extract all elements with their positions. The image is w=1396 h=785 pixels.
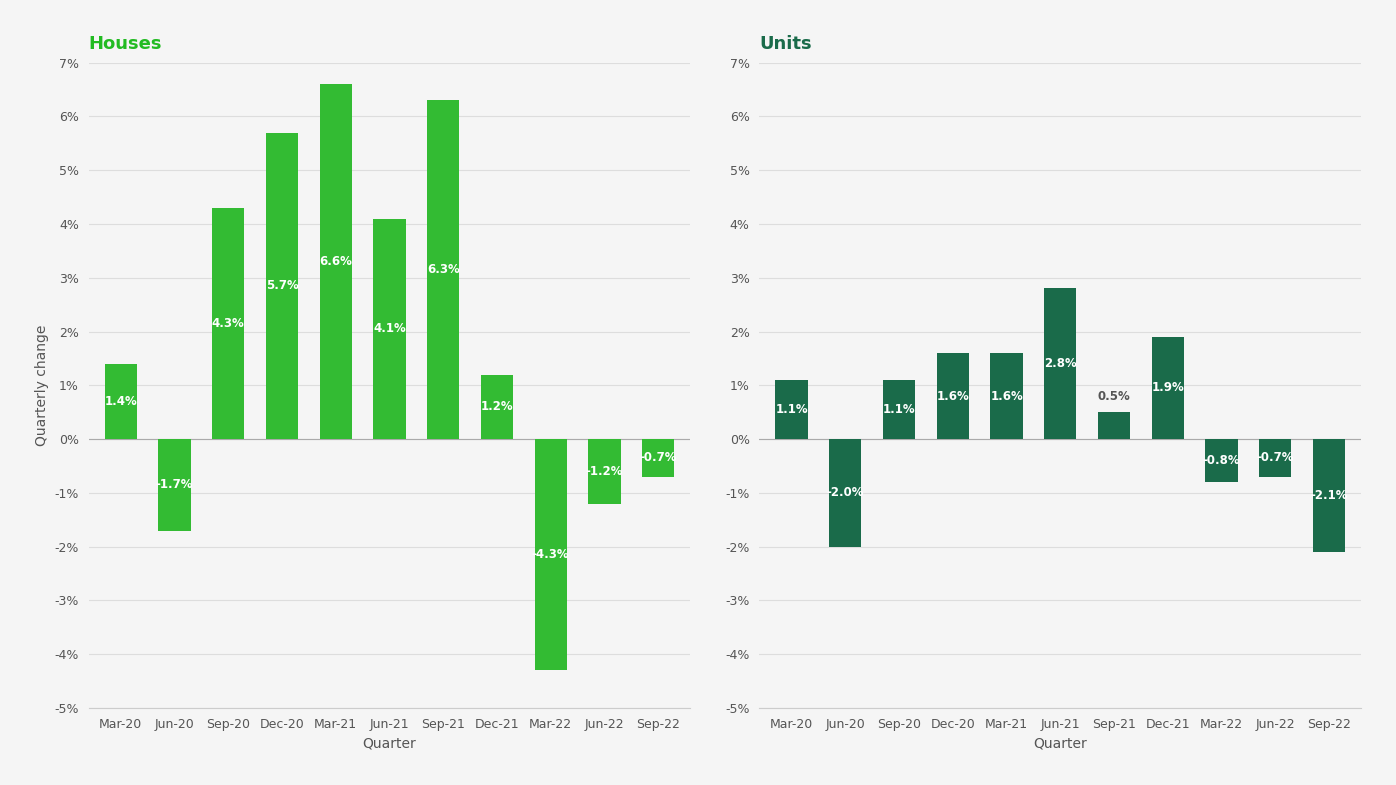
Text: 6.6%: 6.6%: [320, 255, 352, 268]
Bar: [105, 363, 137, 439]
Text: -2.1%: -2.1%: [1311, 489, 1347, 502]
Bar: [776, 380, 808, 439]
Bar: [1044, 289, 1076, 439]
Text: -0.7%: -0.7%: [639, 451, 677, 465]
Bar: [265, 133, 299, 439]
Text: Houses: Houses: [88, 35, 162, 53]
Text: -0.7%: -0.7%: [1256, 451, 1294, 465]
Text: -4.3%: -4.3%: [532, 548, 570, 561]
Text: 1.9%: 1.9%: [1152, 382, 1184, 395]
Bar: [1312, 439, 1346, 552]
Bar: [535, 439, 567, 670]
Bar: [990, 353, 1023, 439]
Text: 1.1%: 1.1%: [882, 403, 916, 416]
Text: 4.3%: 4.3%: [212, 317, 244, 330]
Bar: [1152, 337, 1184, 439]
Text: 1.6%: 1.6%: [937, 389, 969, 403]
Text: -2.0%: -2.0%: [826, 487, 864, 499]
Text: -1.7%: -1.7%: [156, 478, 193, 491]
Bar: [320, 84, 352, 439]
Bar: [937, 353, 969, 439]
Text: -0.8%: -0.8%: [1203, 454, 1241, 467]
Bar: [373, 218, 406, 439]
Bar: [1259, 439, 1291, 476]
Text: 1.4%: 1.4%: [105, 395, 137, 408]
Y-axis label: Quarterly change: Quarterly change: [35, 325, 49, 446]
Text: 1.2%: 1.2%: [480, 400, 514, 414]
Text: 2.8%: 2.8%: [1044, 357, 1076, 371]
Bar: [480, 374, 514, 439]
X-axis label: Quarter: Quarter: [1033, 736, 1087, 750]
Bar: [427, 100, 459, 439]
Bar: [588, 439, 621, 504]
X-axis label: Quarter: Quarter: [363, 736, 416, 750]
Text: 6.3%: 6.3%: [427, 263, 459, 276]
Text: Units: Units: [759, 35, 812, 53]
Bar: [642, 439, 674, 476]
Bar: [829, 439, 861, 546]
Text: -1.2%: -1.2%: [586, 465, 623, 478]
Text: 1.6%: 1.6%: [990, 389, 1023, 403]
Bar: [212, 208, 244, 439]
Bar: [1097, 412, 1131, 439]
Text: 0.5%: 0.5%: [1097, 389, 1131, 403]
Bar: [1205, 439, 1238, 482]
Text: 5.7%: 5.7%: [265, 279, 299, 292]
Text: 1.1%: 1.1%: [775, 403, 808, 416]
Bar: [882, 380, 916, 439]
Bar: [158, 439, 191, 531]
Text: 4.1%: 4.1%: [373, 323, 406, 335]
